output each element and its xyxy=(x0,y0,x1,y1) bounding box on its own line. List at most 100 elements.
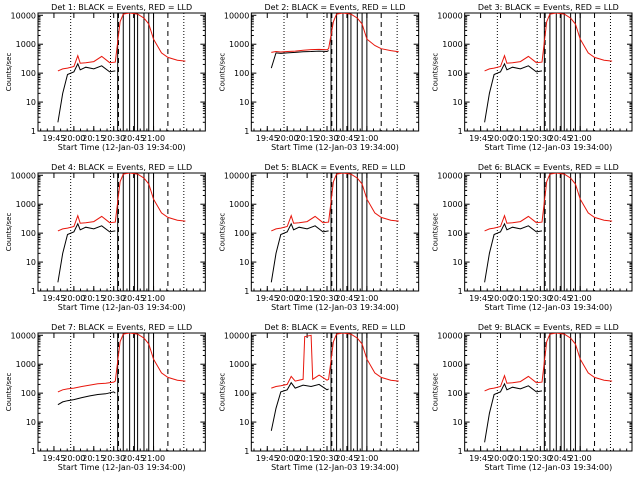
plot-frame xyxy=(464,332,633,452)
y-tick-label: 10000 xyxy=(224,331,249,340)
plot-frame xyxy=(464,12,633,132)
y-tick-label: 10 xyxy=(26,418,36,427)
series-line-events xyxy=(57,391,116,406)
y-axis-label: Counts/sec xyxy=(5,213,13,252)
y-tick-label: 100 xyxy=(21,69,36,78)
x-tick-label: 19:45 xyxy=(42,294,65,303)
x-tick-label: 21:00 xyxy=(569,454,592,463)
plot-area xyxy=(57,13,186,131)
x-tick-label: 20:15 xyxy=(509,294,532,303)
chart-title: Det 8: BLACK = Events, RED = LLD xyxy=(265,323,406,332)
y-tick-label: 100 xyxy=(447,389,462,398)
x-tick-label: 20:15 xyxy=(82,294,105,303)
x-tick-label: 20:30 xyxy=(529,294,552,303)
x-tick-label: 20:00 xyxy=(276,134,299,143)
chart-title: Det 6: BLACK = Events, RED = LLD xyxy=(478,163,619,172)
plot-area xyxy=(57,173,186,291)
x-tick-label: 20:45 xyxy=(549,294,572,303)
series-line-lld xyxy=(484,173,613,232)
plot-area xyxy=(484,173,613,291)
x-tick-label: 21:00 xyxy=(142,134,165,143)
x-tick-label: 20:45 xyxy=(122,454,145,463)
y-tick-label: 1000 xyxy=(229,200,249,209)
x-axis-label: Start Time (12-Jan-03 19:34:00) xyxy=(58,463,186,472)
series-line-lld xyxy=(57,333,186,393)
x-tick-label: 20:15 xyxy=(509,454,532,463)
x-tick-label: 20:45 xyxy=(335,454,358,463)
x-tick-label: 21:00 xyxy=(142,294,165,303)
chart-panel-det-6: Det 6: BLACK = Events, RED = LLD 1 10 100 10… xyxy=(432,163,633,312)
x-tick-label: 20:30 xyxy=(315,134,338,143)
y-tick-label: 10000 xyxy=(224,171,249,180)
y-tick-label: 1000 xyxy=(442,200,462,209)
x-tick-label: 21:00 xyxy=(355,294,378,303)
y-tick-label: 10000 xyxy=(11,11,36,20)
plot-frame xyxy=(37,12,206,132)
chart-panel-det-3: Det 3: BLACK = Events, RED = LLD 1 10 100 10… xyxy=(432,3,633,152)
x-tick-label: 20:30 xyxy=(315,454,338,463)
x-tick-label: 21:00 xyxy=(569,294,592,303)
x-tick-label: 21:00 xyxy=(142,454,165,463)
series-line-events xyxy=(270,50,329,69)
x-tick-label: 20:30 xyxy=(529,454,552,463)
x-tick-label: 20:45 xyxy=(122,134,145,143)
y-axis-label: Counts/sec xyxy=(432,213,440,252)
y-tick-label: 10 xyxy=(452,418,462,427)
chart-title: Det 5: BLACK = Events, RED = LLD xyxy=(265,163,406,172)
x-tick-label: 20:00 xyxy=(276,454,299,463)
y-tick-label: 1 xyxy=(31,127,36,136)
y-tick-label: 100 xyxy=(447,69,462,78)
y-axis-label: Counts/sec xyxy=(5,373,13,412)
x-axis-label: Start Time (12-Jan-03 19:34:00) xyxy=(484,303,612,312)
x-tick-label: 20:30 xyxy=(102,454,125,463)
y-tick-label: 1 xyxy=(244,127,249,136)
x-tick-label: 19:45 xyxy=(469,294,492,303)
y-tick-label: 1 xyxy=(244,287,249,296)
y-tick-label: 10 xyxy=(239,418,249,427)
y-tick-label: 1000 xyxy=(229,360,249,369)
y-tick-label: 1 xyxy=(31,447,36,456)
plot-frame xyxy=(250,172,420,292)
x-tick-label: 20:45 xyxy=(335,294,358,303)
x-tick-label: 19:45 xyxy=(256,134,279,143)
y-tick-label: 1 xyxy=(244,447,249,456)
series-line-events xyxy=(484,62,543,123)
x-tick-label: 20:00 xyxy=(489,134,512,143)
y-tick-label: 100 xyxy=(234,389,249,398)
series-line-events xyxy=(484,382,543,443)
y-tick-label: 10 xyxy=(239,98,249,107)
plot-area xyxy=(57,333,186,451)
x-tick-label: 19:45 xyxy=(469,134,492,143)
y-axis-label: Counts/sec xyxy=(432,53,440,92)
series-line-lld xyxy=(271,173,399,232)
x-tick-label: 20:00 xyxy=(276,294,299,303)
y-tick-label: 10000 xyxy=(11,171,36,180)
plot-frame xyxy=(37,172,206,292)
y-axis-label: Counts/sec xyxy=(432,373,440,412)
y-tick-label: 10 xyxy=(26,98,36,107)
y-tick-label: 100 xyxy=(21,389,36,398)
plot-area xyxy=(484,13,613,131)
chart-panel-det-1: Det 1: BLACK = Events, RED = LLD 1 10 100 10… xyxy=(5,3,206,152)
x-axis-label: Start Time (12-Jan-03 19:34:00) xyxy=(58,143,186,152)
series-line-events xyxy=(484,222,543,283)
x-tick-label: 21:00 xyxy=(355,134,378,143)
x-axis-label: Start Time (12-Jan-03 19:34:00) xyxy=(271,303,399,312)
series-line-lld xyxy=(57,173,186,232)
chart-panel-det-9: Det 9: BLACK = Events, RED = LLD 1 10 100 10… xyxy=(432,323,633,472)
plot-frame xyxy=(37,332,206,452)
x-tick-label: 20:00 xyxy=(489,294,512,303)
chart-title: Det 4: BLACK = Events, RED = LLD xyxy=(51,163,192,172)
plot-frame xyxy=(464,172,633,292)
x-tick-label: 21:00 xyxy=(569,134,592,143)
series-line-events xyxy=(270,222,329,283)
x-tick-label: 21:00 xyxy=(355,454,378,463)
y-tick-label: 100 xyxy=(447,229,462,238)
y-tick-label: 10000 xyxy=(11,331,36,340)
plot-area xyxy=(270,173,399,291)
chart-panel-det-4: Det 4: BLACK = Events, RED = LLD 1 10 100 10… xyxy=(5,163,206,312)
y-tick-label: 100 xyxy=(234,69,249,78)
series-line-events xyxy=(270,381,329,431)
x-axis-label: Start Time (12-Jan-03 19:34:00) xyxy=(271,143,399,152)
y-tick-label: 10000 xyxy=(437,11,462,20)
